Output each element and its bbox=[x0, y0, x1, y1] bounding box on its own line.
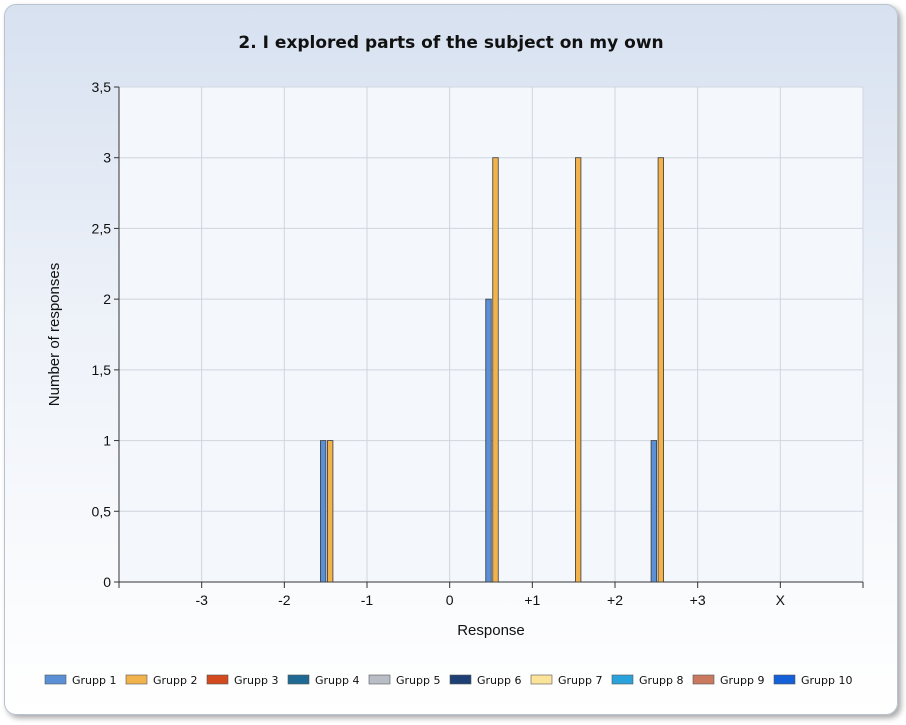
x-tick-label: +1 bbox=[524, 592, 540, 608]
y-tick-label: 1,5 bbox=[92, 362, 112, 378]
bar-grupp-1--1 bbox=[320, 440, 327, 583]
legend-label: Grupp 10 bbox=[801, 674, 852, 687]
legend-swatch bbox=[44, 674, 67, 685]
legend-swatch bbox=[530, 674, 553, 685]
legend-label: Grupp 6 bbox=[477, 674, 521, 687]
legend-label: Grupp 2 bbox=[153, 674, 197, 687]
x-tick-label: -2 bbox=[278, 592, 291, 608]
x-tick-label: -1 bbox=[361, 592, 374, 608]
bar-grupp-1-+3 bbox=[650, 440, 657, 583]
bar-grupp-2--1 bbox=[327, 440, 334, 583]
y-tick-label: 0 bbox=[103, 574, 111, 590]
tick-labels: 0 0,5 1 1,5 2 2,5 3 3,5 -3 -2 -1 0 +1 +2 +3 X bbox=[92, 79, 786, 608]
legend-swatch bbox=[287, 674, 310, 685]
x-tick-label: +3 bbox=[690, 592, 706, 608]
y-tick-label: 1 bbox=[103, 433, 111, 449]
legend-label: Grupp 4 bbox=[315, 674, 359, 687]
y-tick-label: 3 bbox=[103, 150, 111, 166]
bars bbox=[320, 157, 664, 583]
bar-grupp-2-+2 bbox=[575, 157, 582, 583]
y-axis-title: Number of responses bbox=[46, 263, 63, 406]
legend-swatch bbox=[368, 674, 391, 685]
legend-swatch bbox=[692, 674, 715, 685]
chart-title: 2. I explored parts of the subject on my… bbox=[238, 33, 663, 53]
y-tick-label: 0,5 bbox=[92, 503, 112, 519]
legend-swatch bbox=[125, 674, 148, 685]
bar-grupp-1-+1 bbox=[485, 298, 492, 583]
bar-grupp-2-+1 bbox=[492, 157, 499, 583]
chart-card: 2. I explored parts of the subject on my… bbox=[4, 4, 898, 715]
legend-swatch bbox=[611, 674, 634, 685]
legend-swatch bbox=[206, 674, 229, 685]
legend-label: Grupp 7 bbox=[558, 674, 602, 687]
legend-label: Grupp 9 bbox=[720, 674, 764, 687]
x-axis-title: Response bbox=[457, 622, 525, 639]
x-tick-label: -3 bbox=[195, 592, 208, 608]
legend-label: Grupp 8 bbox=[639, 674, 683, 687]
y-tick-label: 3,5 bbox=[92, 79, 112, 95]
legend: Grupp 1 Grupp 2 Grupp 3 Grupp 4 Grupp 5 Grupp… bbox=[44, 674, 852, 687]
legend-label: Grupp 1 bbox=[72, 674, 116, 687]
legend-label: Grupp 3 bbox=[234, 674, 278, 687]
legend-swatch bbox=[449, 674, 472, 685]
legend-swatch bbox=[773, 674, 796, 685]
y-tick-label: 2,5 bbox=[92, 220, 112, 236]
legend-label: Grupp 5 bbox=[396, 674, 440, 687]
x-tick-label: +2 bbox=[607, 592, 623, 608]
x-tick-label: 0 bbox=[446, 592, 454, 608]
x-tick-label: X bbox=[776, 592, 786, 608]
y-tick-label: 2 bbox=[103, 291, 111, 307]
bar-grupp-2-+3 bbox=[657, 157, 664, 583]
chart: 2. I explored parts of the subject on my… bbox=[44, 33, 864, 687]
